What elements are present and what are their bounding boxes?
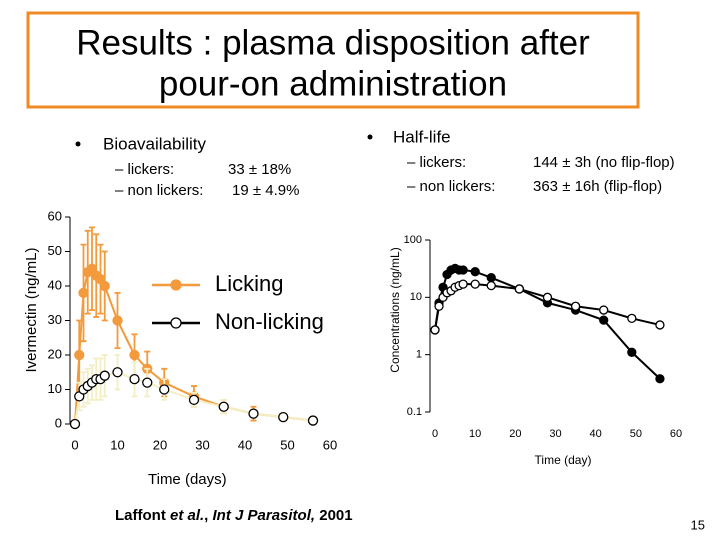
data-point bbox=[458, 279, 468, 289]
data-point bbox=[78, 287, 89, 299]
data-point bbox=[627, 347, 637, 357]
data-point bbox=[655, 320, 665, 330]
data-point bbox=[599, 305, 609, 315]
x-tick-label: 20 bbox=[153, 437, 167, 452]
y-tick-label: 50 bbox=[48, 243, 62, 258]
bullet-item-label: – lickers: bbox=[407, 154, 466, 171]
y-tick-label: 10 bbox=[410, 291, 422, 303]
title-line: Results : plasma disposition after bbox=[76, 23, 590, 62]
page-number: 15 bbox=[691, 517, 705, 532]
title-box bbox=[26, 11, 640, 109]
x-tick-label: 30 bbox=[549, 428, 561, 440]
data-point bbox=[434, 301, 444, 311]
data-point bbox=[74, 349, 85, 361]
bullet-item-value: 33 ± 18% bbox=[228, 161, 291, 178]
series-line bbox=[434, 267, 661, 380]
data-point bbox=[129, 349, 140, 361]
y-axis-label: Concentrations (ng/mL) bbox=[388, 247, 402, 372]
data-point bbox=[112, 315, 123, 326]
bullet-item-value: 363 ± 16h (flip-flop) bbox=[533, 178, 662, 195]
data-point bbox=[69, 418, 81, 430]
data-point bbox=[486, 273, 496, 283]
citation: Laffont et al., Int J Parasitol, 2001 bbox=[115, 507, 353, 524]
data-point bbox=[99, 370, 110, 381]
data-point bbox=[430, 325, 440, 335]
citation-part: Int J Parasitol, bbox=[213, 507, 316, 524]
legend-marker bbox=[170, 317, 182, 329]
legend-label: Licking bbox=[215, 271, 283, 296]
x-tick-label: 30 bbox=[195, 437, 209, 452]
data-point bbox=[218, 401, 229, 412]
legend-marker bbox=[170, 279, 182, 291]
data-point bbox=[142, 377, 153, 388]
x-tick-label: 60 bbox=[323, 437, 337, 452]
x-axis-label: Time (day) bbox=[535, 453, 592, 467]
bullet-item-label: – non lickers: bbox=[407, 178, 495, 195]
x-tick-label: 20 bbox=[509, 428, 521, 440]
bullet-dot bbox=[75, 141, 81, 147]
bullet-item-value: 19 ± 4.9% bbox=[232, 182, 299, 199]
bullet-heading: Half-life bbox=[393, 127, 451, 146]
x-tick-label: 0 bbox=[71, 437, 78, 452]
x-tick-label: 10 bbox=[110, 437, 124, 452]
data-point bbox=[542, 292, 553, 302]
data-point bbox=[470, 279, 480, 289]
bullet-item-label: – non lickers: bbox=[115, 182, 203, 199]
y-tick-label: 30 bbox=[48, 312, 62, 327]
y-tick-label: 60 bbox=[48, 208, 62, 223]
y-tick-label: 100 bbox=[404, 234, 422, 246]
data-point bbox=[248, 408, 259, 419]
y-tick-label: 20 bbox=[48, 346, 62, 361]
bullet-item-value: 144 ± 3h (no flip-flop) bbox=[533, 154, 675, 171]
citation-part: et al. bbox=[170, 507, 204, 524]
bullet-item-label: – lickers: bbox=[115, 161, 174, 178]
data-point bbox=[307, 415, 319, 426]
y-tick-label: 0.1 bbox=[407, 406, 422, 418]
y-tick-label: 0 bbox=[55, 415, 62, 430]
x-tick-label: 0 bbox=[432, 428, 438, 440]
citation-part: Laffont bbox=[115, 507, 170, 524]
data-point bbox=[278, 411, 289, 423]
data-point bbox=[129, 373, 140, 385]
citation-part: 2001 bbox=[315, 507, 353, 524]
data-point bbox=[627, 313, 637, 323]
data-point bbox=[458, 265, 468, 275]
data-point bbox=[159, 384, 170, 395]
y-tick-label: 40 bbox=[48, 277, 62, 292]
data-point bbox=[112, 367, 123, 378]
x-tick-label: 40 bbox=[590, 428, 602, 440]
y-tick-label: 1 bbox=[416, 349, 422, 361]
y-tick-label: 10 bbox=[48, 381, 62, 396]
x-tick-label: 50 bbox=[630, 428, 642, 440]
data-point bbox=[470, 267, 480, 277]
data-point bbox=[188, 394, 200, 406]
data-point bbox=[514, 284, 524, 294]
x-axis-label: Time (days) bbox=[148, 471, 227, 488]
data-point bbox=[486, 280, 496, 291]
citation-part: , bbox=[204, 507, 212, 524]
bullet-dot bbox=[367, 134, 373, 140]
title-line: pour-on administration bbox=[159, 64, 507, 103]
x-tick-label: 10 bbox=[469, 428, 481, 440]
data-point bbox=[99, 280, 110, 292]
x-tick-label: 60 bbox=[670, 428, 682, 440]
x-tick-label: 50 bbox=[280, 437, 294, 452]
y-axis-label: Ivermectin (ng/mL) bbox=[23, 247, 40, 372]
legend-label: Non-licking bbox=[215, 309, 324, 334]
data-point bbox=[599, 315, 609, 325]
data-point bbox=[655, 374, 665, 384]
data-point bbox=[570, 301, 581, 311]
bullet-heading: Bioavailability bbox=[103, 134, 206, 153]
x-tick-label: 40 bbox=[238, 437, 252, 452]
